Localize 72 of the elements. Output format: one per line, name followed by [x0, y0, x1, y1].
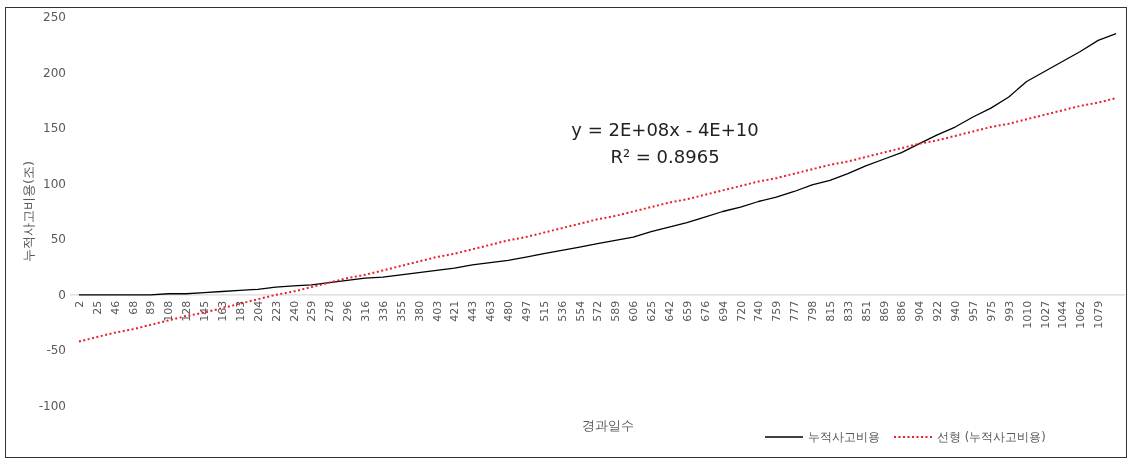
y-tick-label: -50 — [46, 343, 66, 358]
x-tick-label: 676 — [698, 300, 712, 322]
legend-label: 선형 (누적사고비용) — [937, 430, 1046, 444]
y-tick-label: 200 — [43, 65, 66, 80]
x-tick-label: 259 — [305, 300, 319, 322]
x-axis-title: 경과일수 — [581, 418, 634, 433]
x-tick-label: 869 — [877, 300, 891, 322]
x-tick-label: 403 — [430, 300, 444, 322]
x-tick-label: 922 — [931, 300, 945, 322]
x-tick-label: 25 — [90, 300, 104, 315]
x-tick-label: 720 — [734, 300, 748, 322]
annotation: R² = 0.8965 — [610, 146, 720, 167]
x-tick-label: 515 — [537, 300, 551, 322]
x-tick-label: 380 — [412, 300, 426, 322]
x-tick-label: 421 — [448, 300, 462, 322]
y-tick-label: 0 — [58, 287, 66, 302]
y-axis-title: 누적사고비용(조) — [21, 160, 36, 263]
x-tick-label: 851 — [859, 300, 873, 322]
x-tick-label: 2 — [72, 300, 86, 308]
x-tick-label: 296 — [341, 300, 355, 322]
x-tick-label: 463 — [484, 300, 498, 322]
annotation: y = 2E+08x - 4E+10 — [571, 119, 759, 140]
x-tick-label: 740 — [752, 300, 766, 322]
x-tick-label: 145 — [198, 300, 212, 322]
x-tick-label: 993 — [1002, 300, 1016, 322]
x-tick-label: 355 — [394, 300, 408, 322]
x-tick-label: 536 — [555, 300, 569, 322]
x-tick-label: 957 — [967, 300, 981, 322]
x-tick-label: 1062 — [1074, 300, 1088, 329]
x-tick-label: 886 — [895, 300, 909, 322]
x-tick-label: 833 — [841, 300, 855, 322]
x-tick-label: 815 — [823, 300, 837, 322]
x-tick-label: 89 — [144, 300, 158, 315]
x-tick-label: 497 — [519, 300, 533, 322]
x-tick-label: 904 — [913, 300, 927, 322]
x-tick-label: 108 — [162, 300, 176, 322]
x-tick-label: 625 — [645, 300, 659, 322]
x-tick-label: 183 — [233, 300, 247, 322]
x-tick-label: 1079 — [1092, 300, 1106, 329]
x-tick-label: 777 — [788, 300, 802, 322]
x-tick-label: 223 — [269, 300, 283, 322]
y-tick-label: 50 — [50, 232, 66, 247]
legend-label: 누적사고비용 — [808, 430, 880, 444]
x-tick-label: 940 — [949, 300, 963, 322]
x-tick-label: 606 — [627, 300, 641, 322]
x-tick-label: 1010 — [1020, 300, 1034, 329]
x-tick-label: 240 — [287, 300, 301, 322]
x-tick-label: 480 — [502, 300, 516, 322]
x-tick-label: 554 — [573, 300, 587, 322]
x-tick-label: 336 — [376, 300, 390, 322]
x-tick-label: 659 — [680, 300, 694, 322]
x-tick-label: 589 — [609, 300, 623, 322]
x-tick-label: 1027 — [1038, 300, 1052, 329]
x-tick-label: 204 — [251, 300, 265, 322]
x-tick-label: 1044 — [1056, 300, 1070, 329]
x-tick-label: 572 — [591, 300, 605, 322]
x-tick-label: 798 — [806, 300, 820, 322]
y-tick-label: 100 — [43, 176, 66, 191]
x-tick-label: 443 — [466, 300, 480, 322]
x-tick-label: 975 — [984, 300, 998, 322]
x-tick-label: 694 — [716, 300, 730, 322]
x-tick-label: 642 — [663, 300, 677, 322]
x-tick-label: 68 — [126, 300, 140, 315]
y-tick-label: 250 — [43, 10, 66, 24]
x-tick-label: 278 — [323, 300, 337, 322]
x-tick-label: 316 — [359, 300, 373, 322]
x-tick-label: 46 — [108, 300, 122, 315]
x-tick-label: 759 — [770, 300, 784, 322]
x-tick-label: 128 — [180, 300, 194, 322]
y-tick-label: 150 — [43, 121, 66, 136]
x-tick-label: 163 — [215, 300, 229, 322]
y-tick-label: -100 — [38, 399, 66, 413]
